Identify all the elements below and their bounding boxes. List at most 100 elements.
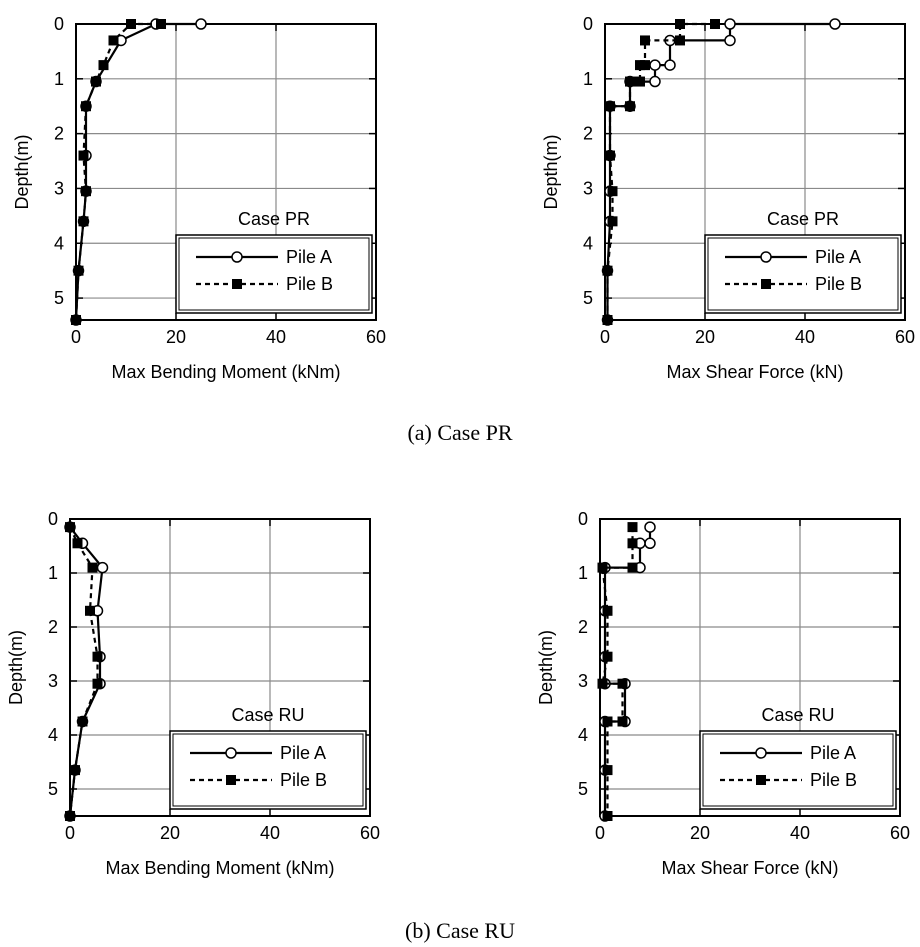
- data-point-pile-a: [649, 75, 661, 88]
- y-axis-label: Depth(m): [536, 630, 556, 705]
- data-point-pile-b: [126, 19, 136, 29]
- y-tick-label: 1: [583, 69, 593, 89]
- data-point-pile-b: [602, 651, 613, 662]
- series-line-pile-b: [606, 22, 715, 320]
- x-tick-label: 0: [65, 823, 75, 843]
- data-point-pile-b: [640, 35, 650, 46]
- y-tick-label: 0: [54, 14, 64, 34]
- x-tick-label: 40: [260, 823, 280, 843]
- y-tick-label: 1: [48, 563, 58, 583]
- y-tick-label: 0: [578, 509, 588, 529]
- data-point-pile-a: [724, 34, 736, 47]
- data-point-pile-b: [617, 678, 628, 689]
- y-tick-label: 3: [48, 671, 58, 691]
- series-line-pile-b: [74, 22, 161, 321]
- legend-title: Case RU: [231, 705, 304, 725]
- x-axis-label: Max Shear Force (kN): [666, 362, 843, 382]
- legend-marker-pile-b: [756, 775, 766, 785]
- x-tick-label: 40: [790, 823, 810, 843]
- y-tick-label: 0: [583, 14, 593, 34]
- legend-marker-pile-b: [226, 775, 236, 785]
- data-point-pile-b: [607, 186, 618, 197]
- x-tick-label: 60: [360, 823, 380, 843]
- y-axis-label: Depth(m): [541, 134, 561, 209]
- data-point-pile-b: [73, 265, 84, 276]
- legend-label: Pile A: [815, 247, 861, 267]
- legend-box: [699, 730, 897, 810]
- data-point-pile-b: [607, 216, 618, 227]
- y-tick-label: 5: [48, 779, 58, 799]
- data-point-pile-b: [108, 35, 119, 46]
- data-point-pile-b: [78, 216, 89, 227]
- plot-frame: [69, 518, 371, 817]
- data-point-pile-b: [605, 101, 615, 112]
- data-point-pile-b: [602, 605, 613, 616]
- plot-frame: [599, 518, 901, 817]
- y-axis-label: Depth(m): [12, 134, 32, 209]
- legend-marker-pile-b: [232, 279, 242, 289]
- y-tick-label: 1: [54, 69, 64, 89]
- y-tick-label: 5: [54, 288, 64, 308]
- legend-box: [704, 234, 902, 314]
- x-axis-label: Max Bending Moment (kNm): [111, 362, 340, 382]
- data-point-pile-a: [664, 59, 676, 71]
- chart-b-left: 0 20 40 60 0 1 2 3 4 5 Max Bending Moment (kNm) Dep…: [6, 509, 380, 878]
- data-point-pile-b: [597, 678, 608, 689]
- data-point-pile-a: [96, 561, 109, 574]
- data-point-pile-b: [635, 60, 645, 71]
- x-axis-label: Max Shear Force (kN): [661, 858, 838, 878]
- data-point-pile-b: [617, 716, 628, 727]
- y-tick-label: 5: [578, 779, 588, 799]
- legend-marker-pile-a: [755, 747, 767, 759]
- data-point-pile-b: [78, 150, 89, 161]
- x-tick-label: 0: [600, 327, 610, 347]
- x-tick-label: 60: [895, 327, 915, 347]
- legend-box: [175, 234, 373, 314]
- legend-box: [169, 730, 367, 810]
- legend-label: Pile B: [815, 274, 862, 294]
- data-point-pile-a: [195, 18, 207, 30]
- data-point-pile-b: [625, 101, 635, 112]
- y-axis-label: Depth(m): [6, 630, 26, 705]
- legend-box-inner: [172, 733, 364, 807]
- chart-a-right: 0 20 40 60 0 1 2 3 4 5 Max Shear Force (kN) Depth(m…: [541, 14, 915, 382]
- y-tick-label: 4: [54, 233, 64, 253]
- x-tick-label: 40: [795, 327, 815, 347]
- data-point-pile-b: [627, 538, 638, 549]
- legend-label: Pile B: [810, 770, 857, 790]
- y-tick-label: 5: [583, 288, 593, 308]
- data-point-pile-a: [724, 18, 736, 30]
- legend-label: Pile A: [286, 247, 332, 267]
- y-tick-label: 4: [583, 233, 593, 253]
- data-point-pile-b: [65, 522, 75, 533]
- legend-label: Pile A: [280, 743, 326, 763]
- data-point-pile-b: [91, 76, 101, 87]
- data-point-pile-b: [602, 716, 613, 727]
- y-tick-label: 3: [578, 671, 588, 691]
- y-tick-label: 2: [54, 124, 64, 144]
- legend-title: Case PR: [238, 209, 310, 229]
- data-point-pile-b: [605, 150, 615, 161]
- x-tick-label: 40: [266, 327, 286, 347]
- data-point-pile-b: [635, 76, 645, 87]
- data-point-pile-b: [597, 562, 608, 573]
- y-tick-label: 2: [583, 124, 593, 144]
- data-point-pile-b: [675, 35, 685, 46]
- data-point-pile-b: [710, 19, 720, 29]
- plot-frame: [75, 23, 377, 321]
- chart-b-right: 0 20 40 60 0 1 2 3 4 5 Max Shear Force (kN) Depth(m…: [536, 509, 910, 878]
- data-point-pile-b: [85, 605, 95, 616]
- chart-a-left: 0 20 40 60 0 1 2 3 4 5 Max Bending Moment (kNm) Dep…: [12, 14, 386, 382]
- legend-label: Pile B: [280, 770, 327, 790]
- data-point-pile-b: [71, 315, 81, 325]
- caption-a: (a) Case PR: [407, 420, 512, 445]
- x-tick-label: 60: [366, 327, 386, 347]
- legend-label: Pile B: [286, 274, 333, 294]
- data-point-pile-b: [92, 678, 103, 689]
- x-tick-label: 20: [695, 327, 715, 347]
- y-tick-label: 4: [578, 725, 588, 745]
- x-axis-label: Max Bending Moment (kNm): [105, 858, 334, 878]
- caption-b: (b) Case RU: [405, 918, 515, 943]
- data-point-pile-b: [81, 101, 91, 112]
